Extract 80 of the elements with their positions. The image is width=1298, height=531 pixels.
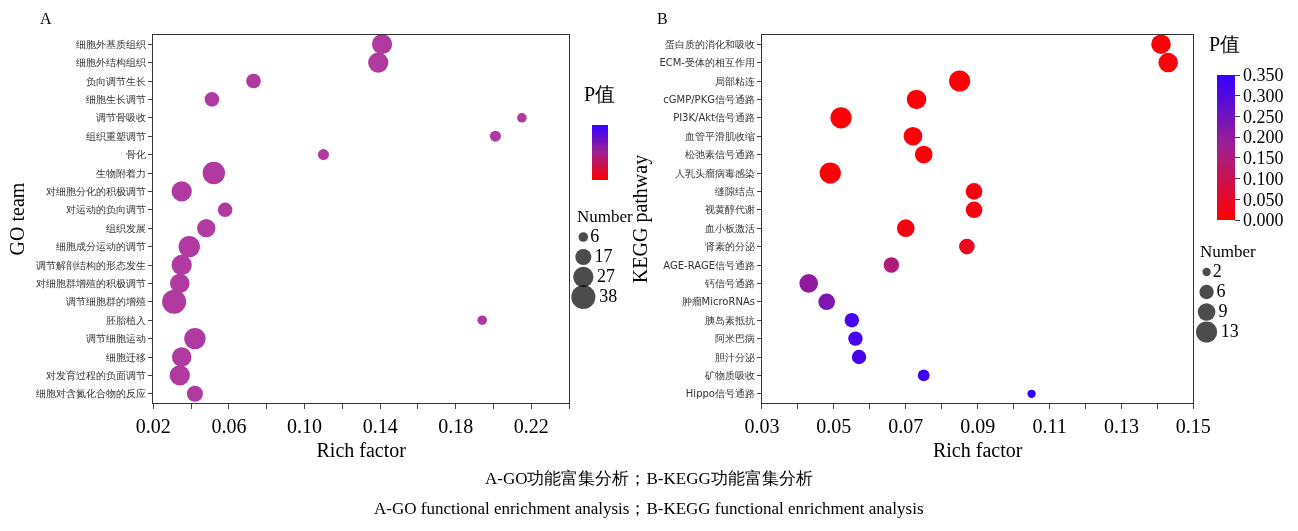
y-tick-label: 血管平滑肌收缩	[684, 130, 755, 142]
y-tick-label: 对运动的负向调节	[66, 204, 147, 216]
chart-title: B	[657, 10, 668, 27]
color-bar-label: 0.350	[1243, 65, 1284, 86]
chart-title: A	[40, 10, 52, 27]
y-tick-label: 肾素的分泌	[704, 241, 755, 253]
y-tick-label: 细胞外结构组织	[76, 57, 147, 69]
legend-title: Number	[1200, 242, 1257, 261]
y-tick-label: 调节骨吸收	[96, 112, 147, 124]
y-tick-label: 组织重塑调节	[86, 130, 147, 142]
color-bar-label: 0.200	[1243, 127, 1284, 148]
color-bar-title: P值	[584, 83, 616, 105]
color-bar-label: 0.000	[1243, 210, 1284, 231]
x-tick-label: 0.13	[1103, 415, 1139, 437]
y-tick-label: 调节细胞运动	[86, 333, 147, 345]
legend-label: 9	[1218, 300, 1228, 321]
y-tick-label: 胆汁分泌	[714, 351, 755, 363]
color-bar-label: 0.100	[1243, 168, 1284, 189]
x-axis-title: Rich factor	[932, 438, 1023, 461]
y-tick-label: 胚胎植入	[106, 314, 147, 326]
x-tick-label: 0.06	[211, 415, 247, 437]
x-tick-label: 0.18	[438, 415, 474, 437]
y-tick-label: 骨化	[126, 149, 147, 161]
y-tick-label: 局部粘连	[714, 75, 755, 87]
y-tick-label: 生物附着力	[96, 167, 147, 179]
x-tick-label: 0.07	[888, 415, 924, 437]
y-tick-label: 胰岛素抵抗	[704, 314, 755, 326]
y-tick-label: 人乳头瘤病毒感染	[674, 167, 755, 179]
y-tick-label: 肿瘤MicroRNAs	[681, 296, 755, 308]
y-tick-label: ECM-受体的相互作用	[659, 57, 755, 69]
legend-label: 17	[594, 245, 613, 266]
y-tick-label: 对细胞分化的积极调节	[46, 185, 147, 197]
legend-label: 38	[599, 285, 618, 306]
y-tick-label: 视黄醇代谢	[704, 204, 755, 216]
y-tick-label: 细胞外基质组织	[76, 38, 147, 50]
x-tick-label: 0.22	[513, 415, 549, 437]
color-bar-title: P值	[1209, 33, 1241, 55]
legend-label: 6	[1216, 280, 1226, 301]
y-tick-label: PI3K/Akt信号通路	[673, 112, 755, 124]
x-tick-label: 0.10	[287, 415, 323, 437]
y-tick-label: 对细胞群增殖的积极调节	[36, 277, 147, 289]
y-tick-label: 细胞迁移	[106, 351, 147, 363]
y-tick-label: 蛋白质的消化和吸收	[664, 38, 755, 50]
y-tick-label: 调节细胞群的增殖	[66, 296, 147, 308]
y-tick-label: 调节解剖结构的形态发生	[36, 259, 147, 271]
y-tick-label: 细胞成分运动的调节	[56, 241, 147, 253]
y-tick-label: 阿米巴病	[714, 333, 755, 345]
x-tick-label: 0.14	[362, 415, 398, 437]
x-tick-label: 0.15	[1175, 415, 1211, 437]
y-tick-label: 对发育过程的负面调节	[46, 369, 147, 381]
color-bar-label: 0.050	[1243, 189, 1284, 210]
y-tick-label: 血小板激活	[704, 222, 755, 234]
color-bar-label: 0.150	[1243, 148, 1284, 169]
y-tick-label: 细胞对含氮化合物的反应	[36, 388, 147, 400]
x-tick-label: 0.09	[960, 415, 996, 437]
text: A-GO functional enrichment analysis；B-KEGG functional enrichment analysis	[374, 499, 924, 518]
legend-label: 13	[1220, 320, 1239, 341]
legend-label: 2	[1212, 260, 1222, 281]
x-tick-label: 0.03	[744, 415, 780, 437]
legend-label: 27	[597, 265, 616, 286]
color-bar-label: 0.300	[1243, 86, 1284, 107]
y-tick-label: 矿物质吸收	[703, 369, 755, 381]
color-bar-label: 0.250	[1243, 106, 1284, 127]
y-tick-label: Hippo信号通路	[685, 388, 755, 400]
y-axis-title: GO team	[5, 182, 28, 256]
x-tick-label: 0.02	[135, 415, 171, 437]
x-axis-title: Rich factor	[316, 438, 407, 461]
y-tick-label: 缝隙结点	[714, 185, 755, 197]
y-tick-label: 松弛素信号通路	[684, 149, 755, 161]
legend-title: Number	[577, 207, 634, 226]
y-tick-label: 负向调节生长	[86, 75, 147, 87]
y-tick-label: cGMP/PKG信号通路	[663, 93, 755, 105]
y-tick-label: 组织发展	[106, 222, 147, 234]
text: A-GO功能富集分析；B-KEGG功能富集分析	[485, 469, 813, 488]
x-tick-label: 0.11	[1032, 415, 1067, 437]
y-tick-label: 细胞生长调节	[86, 93, 147, 105]
y-tick-label: 钙信号通路	[703, 277, 755, 289]
y-tick-label: AGE-RAGE信号通路	[663, 259, 755, 271]
legend-label: 6	[590, 225, 600, 246]
x-tick-label: 0.05	[816, 415, 852, 437]
